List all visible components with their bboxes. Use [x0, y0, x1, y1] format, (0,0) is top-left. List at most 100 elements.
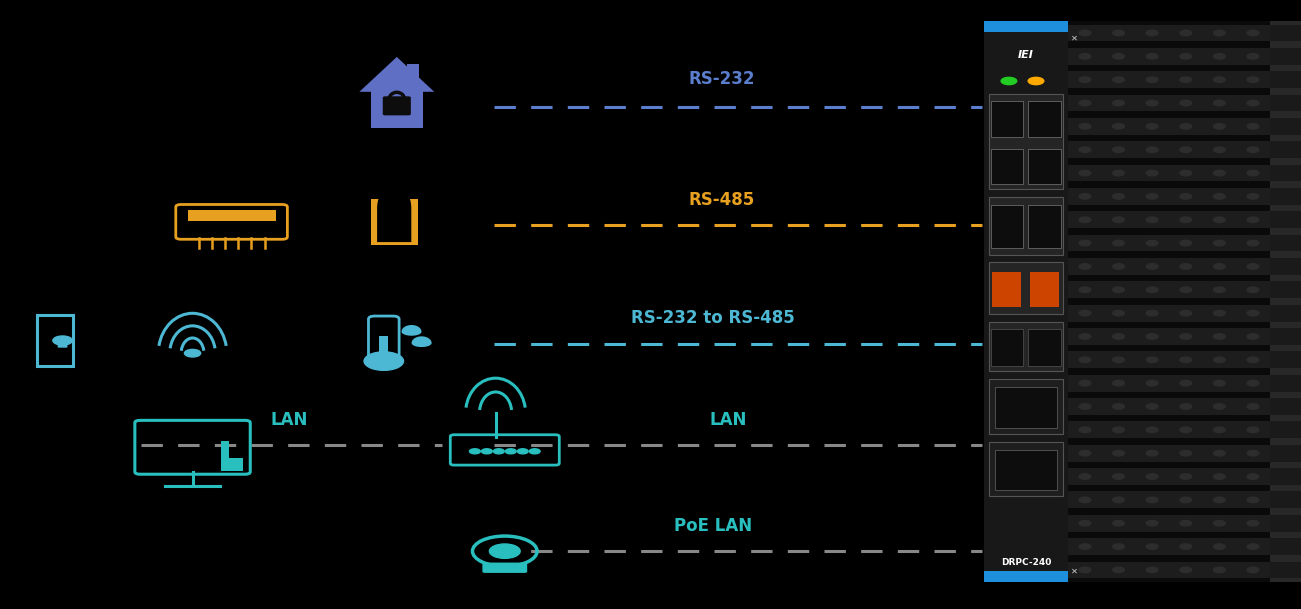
Polygon shape — [221, 441, 242, 471]
Circle shape — [364, 352, 403, 370]
FancyBboxPatch shape — [989, 322, 1063, 371]
Circle shape — [1146, 30, 1158, 36]
Circle shape — [1028, 77, 1043, 85]
FancyBboxPatch shape — [1029, 272, 1059, 307]
Circle shape — [1180, 194, 1192, 199]
Circle shape — [1079, 124, 1090, 129]
Circle shape — [1079, 474, 1090, 479]
Circle shape — [1112, 357, 1124, 362]
Circle shape — [1112, 497, 1124, 502]
Circle shape — [1146, 124, 1158, 129]
Circle shape — [1079, 30, 1090, 36]
Circle shape — [1214, 171, 1226, 176]
Circle shape — [1079, 264, 1090, 269]
Circle shape — [1180, 217, 1192, 222]
FancyBboxPatch shape — [984, 21, 1068, 32]
FancyBboxPatch shape — [1028, 101, 1060, 136]
FancyBboxPatch shape — [187, 211, 276, 222]
FancyBboxPatch shape — [407, 64, 419, 80]
Polygon shape — [359, 57, 435, 92]
Polygon shape — [402, 325, 422, 336]
Circle shape — [1112, 217, 1124, 222]
FancyBboxPatch shape — [1270, 375, 1301, 392]
Circle shape — [1079, 77, 1090, 82]
Circle shape — [1112, 30, 1124, 36]
Circle shape — [1180, 77, 1192, 82]
Circle shape — [1146, 241, 1158, 246]
FancyBboxPatch shape — [377, 208, 411, 242]
FancyBboxPatch shape — [1068, 491, 1270, 509]
Circle shape — [1180, 544, 1192, 549]
FancyBboxPatch shape — [382, 96, 411, 115]
Circle shape — [1214, 334, 1226, 339]
Circle shape — [1112, 124, 1124, 129]
FancyBboxPatch shape — [1270, 164, 1301, 181]
Circle shape — [1180, 171, 1192, 176]
Circle shape — [1112, 241, 1124, 246]
Circle shape — [1180, 381, 1192, 386]
Circle shape — [1214, 427, 1226, 432]
FancyBboxPatch shape — [1068, 328, 1270, 345]
Circle shape — [1214, 474, 1226, 479]
Circle shape — [1248, 77, 1259, 82]
Circle shape — [1214, 217, 1226, 222]
Circle shape — [1079, 357, 1090, 362]
Circle shape — [1214, 124, 1226, 129]
FancyBboxPatch shape — [1028, 205, 1060, 248]
Text: RS-232: RS-232 — [688, 70, 756, 88]
FancyBboxPatch shape — [989, 379, 1063, 434]
FancyBboxPatch shape — [1068, 188, 1270, 205]
Circle shape — [1112, 521, 1124, 526]
Circle shape — [1180, 124, 1192, 129]
Text: ✕: ✕ — [1071, 566, 1077, 576]
Circle shape — [1112, 287, 1124, 292]
FancyBboxPatch shape — [991, 149, 1024, 184]
FancyBboxPatch shape — [1270, 234, 1301, 252]
FancyBboxPatch shape — [1270, 281, 1301, 298]
Circle shape — [1214, 194, 1226, 199]
Circle shape — [1248, 544, 1259, 549]
Circle shape — [1180, 404, 1192, 409]
FancyBboxPatch shape — [1068, 141, 1270, 158]
FancyBboxPatch shape — [1270, 351, 1301, 368]
FancyBboxPatch shape — [1270, 21, 1301, 582]
FancyBboxPatch shape — [989, 262, 1063, 314]
Circle shape — [1079, 241, 1090, 246]
Circle shape — [1146, 264, 1158, 269]
FancyBboxPatch shape — [1270, 445, 1301, 462]
FancyBboxPatch shape — [1068, 21, 1301, 582]
Circle shape — [1248, 427, 1259, 432]
Circle shape — [1248, 54, 1259, 59]
Circle shape — [1112, 381, 1124, 386]
Circle shape — [1079, 171, 1090, 176]
Circle shape — [1248, 287, 1259, 292]
Circle shape — [1248, 404, 1259, 409]
Circle shape — [1248, 147, 1259, 152]
Circle shape — [1214, 521, 1226, 526]
Circle shape — [1248, 357, 1259, 362]
Circle shape — [1146, 287, 1158, 292]
Circle shape — [1214, 544, 1226, 549]
Circle shape — [1079, 287, 1090, 292]
FancyBboxPatch shape — [984, 571, 1068, 582]
Circle shape — [1214, 100, 1226, 106]
Circle shape — [1112, 194, 1124, 199]
Text: DRPC-240: DRPC-240 — [1000, 558, 1051, 566]
Circle shape — [1079, 217, 1090, 222]
Circle shape — [1180, 474, 1192, 479]
FancyBboxPatch shape — [993, 272, 1021, 307]
FancyBboxPatch shape — [1068, 234, 1270, 252]
Circle shape — [1248, 194, 1259, 199]
FancyBboxPatch shape — [1270, 491, 1301, 509]
Circle shape — [1180, 287, 1192, 292]
Circle shape — [1214, 30, 1226, 36]
FancyBboxPatch shape — [483, 563, 527, 573]
Circle shape — [493, 449, 505, 454]
Circle shape — [1079, 381, 1090, 386]
Circle shape — [1180, 241, 1192, 246]
Circle shape — [1248, 171, 1259, 176]
FancyBboxPatch shape — [1270, 328, 1301, 345]
FancyBboxPatch shape — [984, 21, 1068, 582]
Circle shape — [1079, 521, 1090, 526]
Circle shape — [1248, 451, 1259, 456]
